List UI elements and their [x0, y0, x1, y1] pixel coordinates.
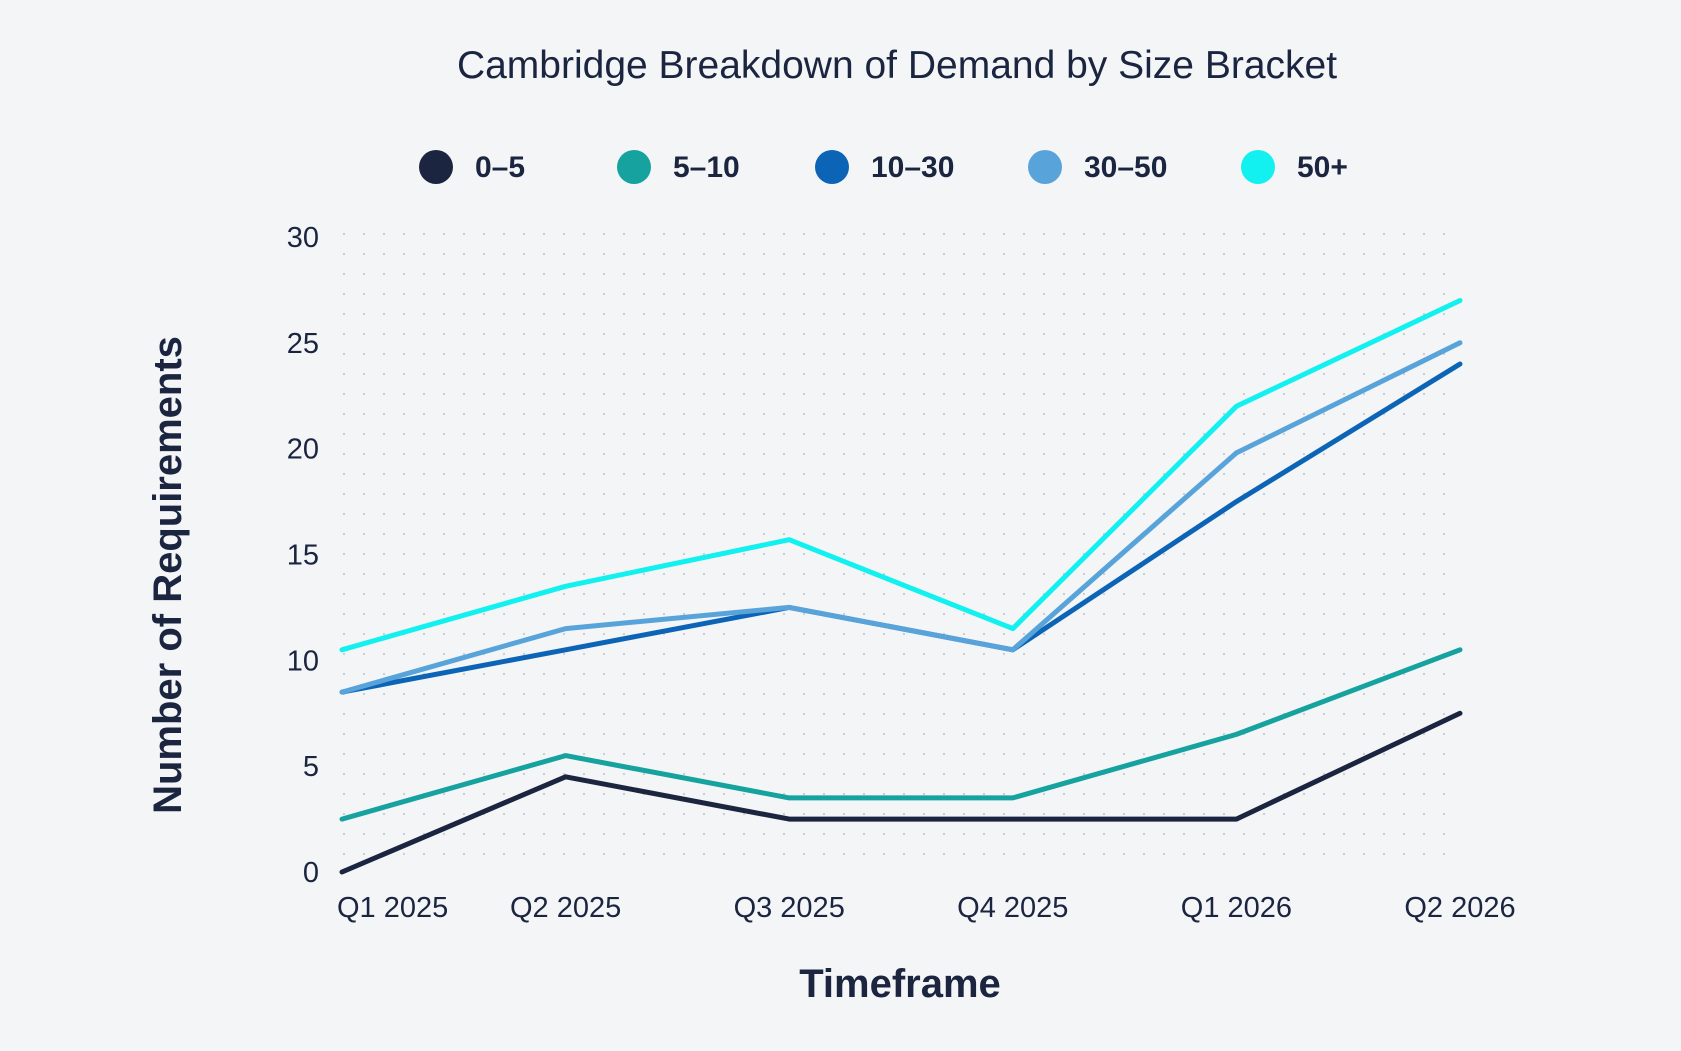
- x-tick-label: Q4 2025: [957, 892, 1068, 924]
- x-tick-label: Q3 2025: [734, 892, 845, 924]
- series-line-0: [339, 710, 1463, 875]
- y-tick-label: 20: [287, 434, 319, 466]
- series-line-3: [339, 340, 1463, 695]
- legend-label-1: 5–10: [673, 151, 740, 184]
- legend-label-4: 50+: [1297, 151, 1348, 184]
- y-tick-label: 30: [287, 222, 319, 254]
- legend-marker-0: [419, 150, 453, 184]
- y-tick-label: 15: [287, 540, 319, 572]
- y-tick-label: 0: [303, 857, 319, 889]
- legend-label-2: 10–30: [871, 151, 954, 184]
- y-axis-title: Number of Requirements: [146, 336, 190, 814]
- x-tick-label: Q1 2025: [337, 892, 448, 924]
- x-axis-title: Timeframe: [799, 962, 1001, 1006]
- series-lines: [339, 298, 1463, 875]
- x-axis-ticks: Q1 2025 Q2 2025 Q3 2025 Q4 2025 Q1 2026 Q2 20…: [337, 892, 1516, 924]
- x-tick-label: Q2 2025: [510, 892, 621, 924]
- chart-title: Cambridge Breakdown of Demand by Size Br…: [457, 44, 1337, 87]
- series-line-1: [339, 647, 1463, 822]
- x-tick-label: Q2 2026: [1404, 892, 1515, 924]
- y-tick-label: 5: [303, 751, 319, 783]
- series-line-4: [339, 298, 1463, 653]
- y-tick-label: 10: [287, 645, 319, 677]
- legend-marker-2: [815, 150, 849, 184]
- legend-marker-4: [1241, 150, 1275, 184]
- legend-marker-3: [1028, 150, 1062, 184]
- legend-label-0: 0–5: [475, 151, 525, 184]
- legend-label-3: 30–50: [1084, 151, 1167, 184]
- legend: 0–5 5–10 10–30 30–50 50+: [419, 150, 1348, 184]
- x-tick-label: Q1 2026: [1181, 892, 1292, 924]
- plot-area-grid: [342, 232, 1460, 872]
- legend-marker-1: [617, 150, 651, 184]
- y-tick-label: 25: [287, 328, 319, 360]
- y-axis-ticks: 0 5 10 15 20 25 30: [287, 222, 319, 889]
